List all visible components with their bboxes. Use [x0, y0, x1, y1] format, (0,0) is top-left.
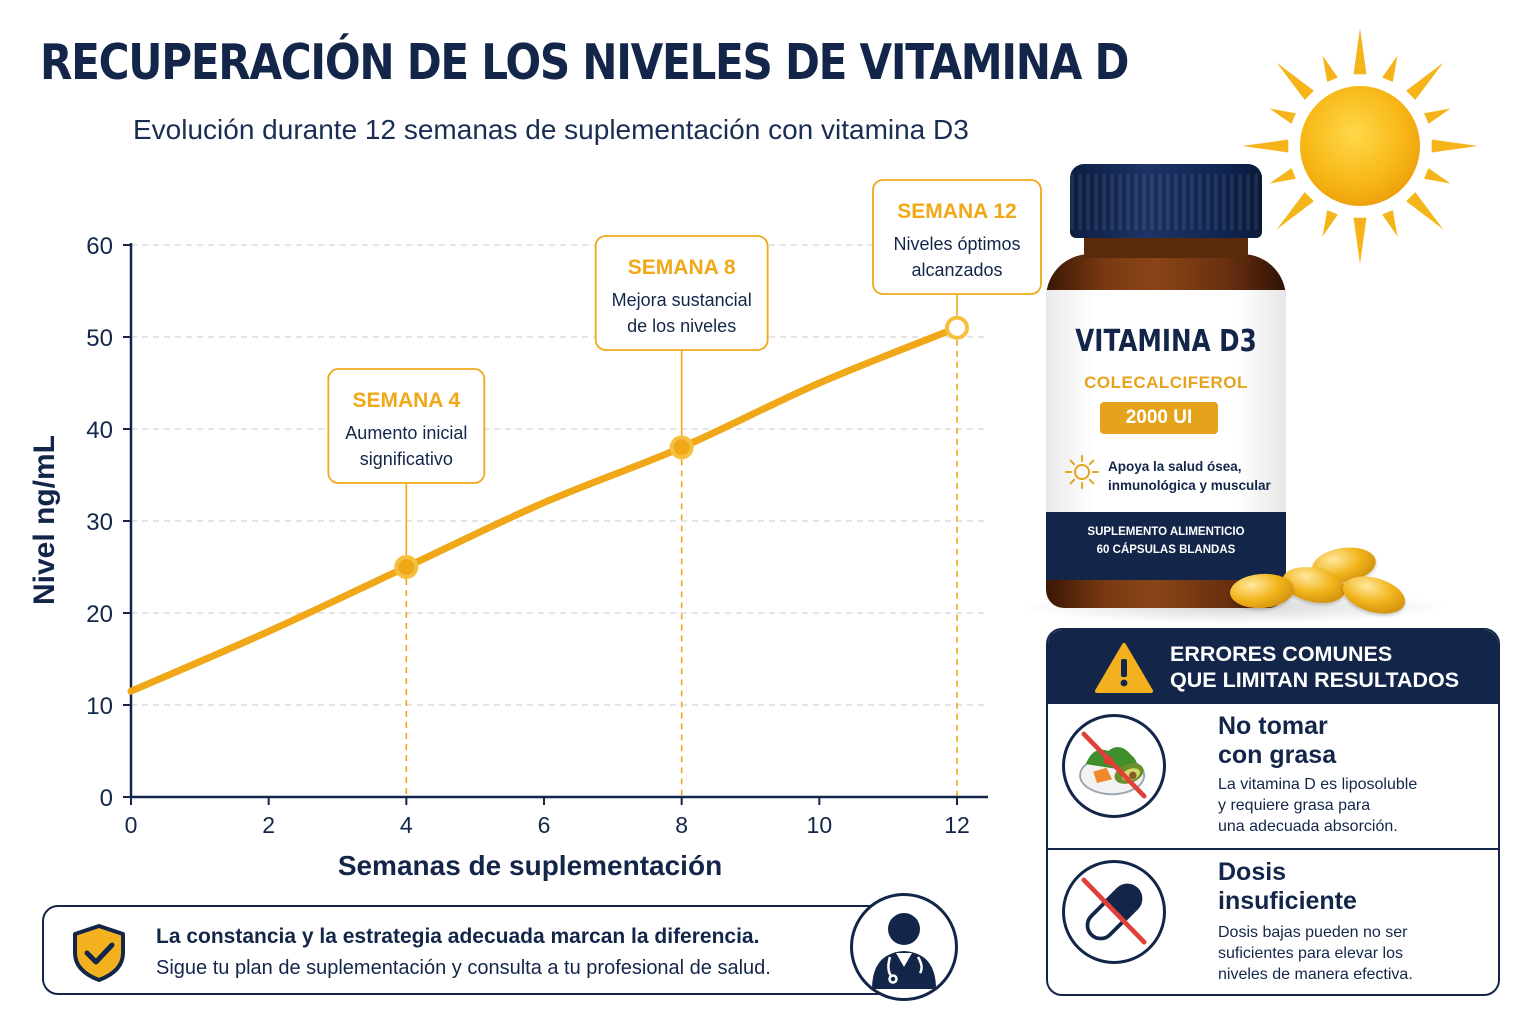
error-name: Dosis insuficiente	[1218, 858, 1357, 916]
x-tick-label: 4	[400, 812, 413, 838]
error-desc-line-2: suficientes para elevar los	[1218, 945, 1403, 962]
y-tick-label: 60	[86, 233, 113, 260]
error-item: Dosis insuficiente Dosis bajas pueden no…	[1048, 850, 1498, 994]
sun-ray	[1382, 55, 1398, 82]
product-type: SUPLEMENTO ALIMENTICIO	[1087, 526, 1245, 538]
x-tick-label: 2	[262, 812, 275, 838]
shield-check-icon	[73, 924, 125, 982]
sun-ray	[1406, 192, 1444, 230]
errors-title-line-2: QUE LIMITAN RESULTADOS	[1170, 668, 1460, 692]
sun-ray	[1322, 55, 1338, 82]
sun-ray	[1269, 108, 1296, 124]
annotation-marker	[945, 315, 969, 340]
product-name: VITAMINA D3	[1075, 324, 1257, 359]
annotation-text: Mejora sustancial	[612, 290, 752, 310]
product-claim: Apoya la salud ósea, inmunológica y musc…	[1108, 457, 1271, 495]
error-desc-line-2: y requiere grasa para	[1218, 797, 1371, 814]
annotation-text: Aumento inicial	[345, 423, 467, 443]
y-tick-label: 50	[86, 325, 113, 352]
product-compound: COLECALCIFEROL	[1084, 373, 1248, 392]
sun-ray	[1406, 62, 1444, 100]
line-chart: 0 10 20 30 40 50 60 0 2 4 6 8 10 12 SEMANA 4 Aumento i…	[28, 179, 1042, 881]
annotation-text: de los niveles	[627, 316, 736, 336]
doctor-icon	[850, 893, 958, 1001]
annotation-box	[872, 179, 1042, 295]
sun-ray	[1269, 168, 1296, 184]
advice-banner: La constancia y la estrategia adecuada m…	[42, 905, 904, 995]
error-item: No tomar con grasa La vitamina D es lipo…	[1048, 704, 1498, 850]
annotation-marker-core	[674, 440, 689, 455]
y-tick-label: 0	[100, 785, 113, 812]
sun-ray	[1242, 139, 1289, 153]
y-tick-label: 10	[86, 693, 113, 720]
error-desc-line-1: Dosis bajas pueden no ser	[1218, 924, 1408, 941]
error-name-line-1: Dosis	[1218, 858, 1287, 886]
error-desc-line-1: La vitamina D es liposoluble	[1218, 776, 1418, 793]
x-tick-label: 12	[944, 812, 970, 838]
x-tick-label: 8	[675, 812, 688, 838]
data-series	[127, 324, 961, 695]
product-count: 60 CÁPSULAS BLANDAS	[1096, 544, 1236, 556]
sun-ray	[1276, 192, 1314, 230]
annotation-callouts: SEMANA 4 Aumento inicial significativo SEMA…	[327, 179, 1042, 579]
annotation-box	[327, 368, 486, 484]
error-name-line-2: con grasa	[1218, 741, 1337, 769]
sun-ray	[1431, 139, 1478, 153]
error-name-line-2: insuficiente	[1218, 887, 1357, 915]
warning-icon	[1095, 643, 1153, 693]
claim-line-1: Apoya la salud ósea,	[1108, 459, 1242, 474]
banner-text: Sigue tu plan de suplementación y consul…	[156, 957, 771, 979]
bottle-cap	[1070, 164, 1262, 238]
no-fat-food-icon	[1062, 714, 1166, 818]
x-tick-label: 6	[538, 812, 551, 838]
error-name-line-1: No tomar	[1218, 712, 1328, 740]
page-title: RECUPERACIÓN DE LOS NIVELES DE VITAMINA …	[40, 34, 1129, 91]
error-desc-line-3: niveles de manera efectiva.	[1218, 966, 1413, 983]
sun-ray	[1353, 28, 1367, 75]
annotation-title: SEMANA 8	[628, 256, 736, 279]
y-axis-title: Nivel ng/mL	[28, 435, 61, 605]
sun-ray	[1322, 210, 1338, 237]
sun-icon	[1242, 28, 1478, 264]
banner-headline: La constancia y la estrategia adecuada m…	[156, 925, 760, 948]
errors-header: ERRORES COMUNES QUE LIMITAN RESULTADOS	[1048, 630, 1498, 704]
annotation-text: alcanzados	[911, 260, 1002, 280]
errors-title-line-1: ERRORES COMUNES	[1170, 642, 1393, 666]
y-tick-label: 40	[86, 417, 113, 444]
product-dose-badge: 2000 UI	[1100, 402, 1218, 434]
series-line	[127, 324, 961, 695]
annotation-text: significativo	[360, 449, 453, 469]
page-subtitle: Evolución durante 12 semanas de suplemen…	[133, 114, 969, 145]
small-sun-icon	[1065, 455, 1099, 489]
error-desc-line-3: una adecuada absorción.	[1218, 818, 1398, 835]
sun-ray	[1382, 210, 1398, 237]
chart-axes: 0 10 20 30 40 50 60 0 2 4 6 8 10 12	[86, 233, 988, 838]
common-errors-panel: ERRORES COMUNES QUE LIMITAN RESULTADOS N…	[1046, 628, 1500, 996]
annotation-text: Niveles óptimos	[893, 234, 1020, 254]
claim-line-2: inmunológica y muscular	[1108, 478, 1271, 493]
vitamin-bottle: VITAMINA D3 COLECALCIFEROL 2000 UI Apoya…	[1020, 160, 1450, 624]
sun-ray	[1424, 108, 1451, 124]
y-tick-label: 20	[86, 601, 113, 628]
annotation-guides	[405, 294, 958, 797]
sun-ray	[1276, 62, 1314, 100]
sun-ray	[1353, 217, 1367, 264]
x-axis-title: Semanas de suplementación	[338, 850, 722, 881]
x-tick-label: 10	[807, 812, 833, 838]
error-name: No tomar con grasa	[1218, 712, 1336, 770]
annotation-box	[594, 235, 769, 351]
error-description: La vitamina D es liposoluble y requiere …	[1218, 774, 1417, 837]
annotation-marker-core	[399, 560, 414, 574]
annotation-title: SEMANA 4	[352, 389, 460, 412]
annotation-title: SEMANA 12	[897, 200, 1016, 223]
no-capsule-icon	[1062, 860, 1166, 964]
error-description: Dosis bajas pueden no ser suficientes pa…	[1218, 922, 1413, 985]
sun-ray	[1424, 168, 1451, 184]
x-tick-label: 0	[125, 812, 138, 838]
y-tick-label: 30	[86, 509, 113, 536]
